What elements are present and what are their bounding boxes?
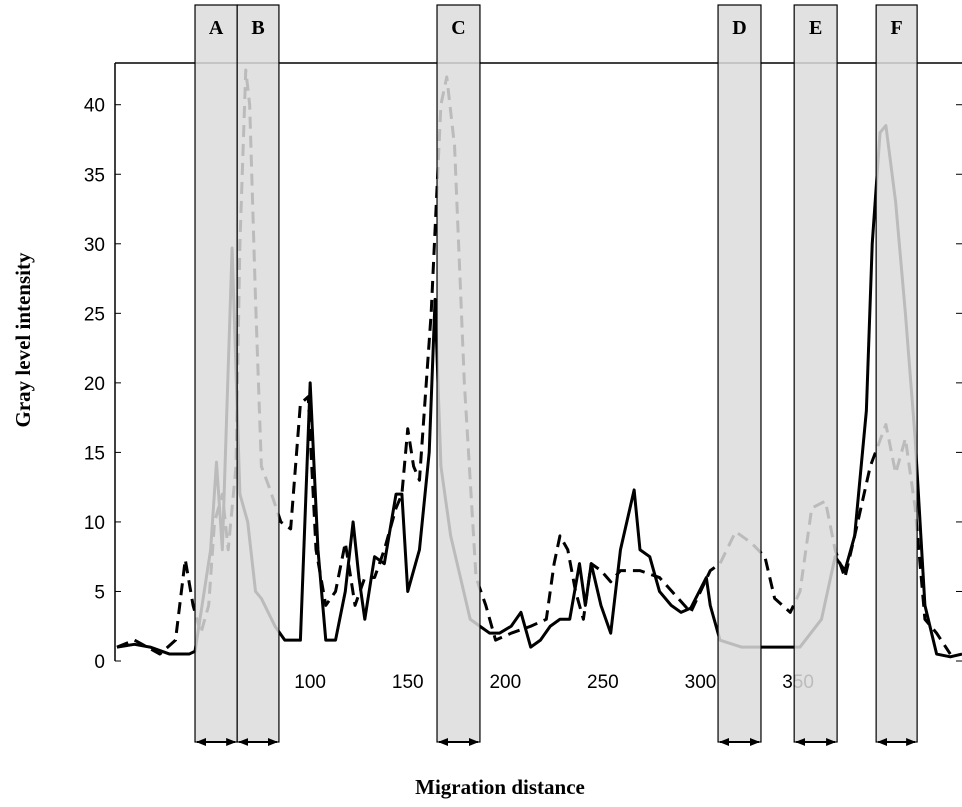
y-tick-label: 35 [84, 165, 105, 186]
x-axis-title: Migration distance [415, 775, 585, 799]
y-tick-label: 15 [84, 443, 105, 464]
band [793, 4, 838, 743]
y-tick-label: 25 [84, 304, 105, 325]
band-label: D [732, 17, 746, 39]
band-label: A [209, 17, 224, 39]
x-tick-label: 300 [685, 672, 717, 693]
band [194, 4, 238, 743]
band-label: E [809, 17, 822, 39]
y-tick-label: 40 [84, 96, 105, 117]
x-tick-label: 100 [294, 672, 326, 693]
y-axis-title: Gray level intensity [11, 252, 35, 427]
y-tick-label: 5 [94, 582, 105, 603]
band-label: F [891, 17, 903, 39]
x-tick-label: 250 [587, 672, 619, 693]
band [236, 4, 280, 743]
band [717, 4, 762, 743]
y-tick-label: 0 [94, 652, 105, 673]
x-tick-label: 150 [392, 672, 424, 693]
x-tick-label: 200 [489, 672, 521, 693]
y-tick-label: 30 [84, 235, 105, 256]
y-tick-label: 10 [84, 513, 105, 534]
band [436, 4, 481, 743]
band [875, 4, 918, 743]
band-label: C [451, 17, 465, 39]
y-tick-label: 20 [84, 374, 105, 395]
band-label: B [251, 17, 264, 39]
